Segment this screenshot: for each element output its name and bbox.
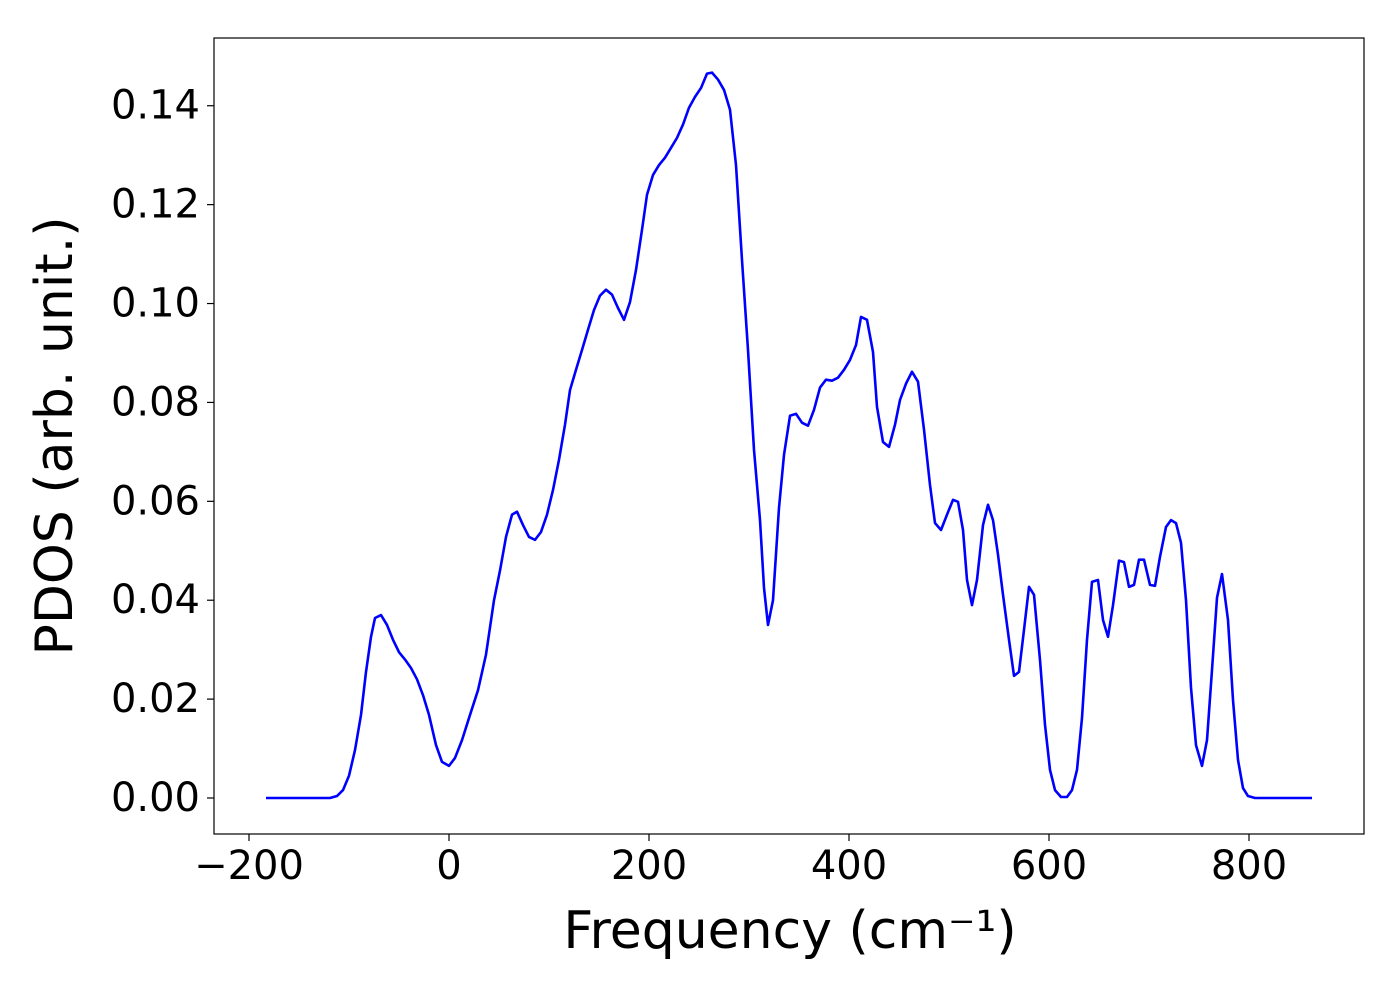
x-tick-label: 800 [1211, 843, 1287, 889]
x-tick-label: 0 [436, 843, 461, 889]
x-tick-label: 200 [611, 843, 687, 889]
y-tick-label: 0.02 [111, 676, 200, 722]
y-tick-label: 0.08 [111, 379, 200, 425]
y-tick-label: 0.10 [111, 281, 200, 327]
y-tick-label: 0.14 [111, 83, 200, 129]
y-tick-label: 0.12 [111, 182, 200, 228]
x-tick-label: −200 [194, 843, 304, 889]
y-tick-label: 0.04 [111, 577, 200, 623]
x-tick-label: 400 [811, 843, 887, 889]
pdos-line [266, 71, 1312, 800]
x-axis-label: Frequency (cm⁻¹) [563, 901, 1016, 961]
plot-frame [213, 37, 1365, 835]
y-tick-label: 0.06 [111, 478, 200, 524]
x-tick-label: 600 [1011, 843, 1087, 889]
y-tick-label: 0.00 [111, 775, 200, 821]
y-axis-label: PDOS (arb. unit.) [25, 216, 85, 655]
